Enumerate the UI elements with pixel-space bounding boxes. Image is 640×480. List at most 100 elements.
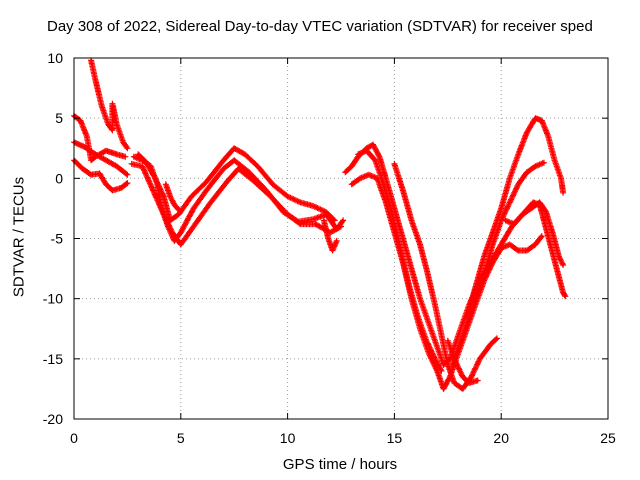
data-point bbox=[557, 255, 561, 258]
data-point bbox=[517, 183, 520, 186]
data-point bbox=[532, 201, 535, 204]
y-tick-label: 10 bbox=[47, 50, 63, 66]
data-point bbox=[489, 343, 492, 346]
data-point bbox=[470, 375, 473, 379]
x-tick-label: 25 bbox=[600, 430, 616, 446]
data-point bbox=[561, 191, 565, 194]
data-point bbox=[119, 186, 123, 190]
data-point bbox=[168, 195, 172, 198]
data-point bbox=[222, 159, 225, 162]
data-point bbox=[440, 369, 443, 373]
data-point bbox=[247, 171, 251, 174]
data-point bbox=[433, 303, 437, 306]
series-s16 bbox=[464, 115, 567, 320]
data-point bbox=[446, 363, 449, 367]
data-point bbox=[85, 135, 89, 138]
data-point bbox=[171, 231, 174, 234]
y-tick-label: -15 bbox=[43, 351, 63, 367]
y-axis-label: SDTVAR / TECUs bbox=[10, 176, 28, 298]
data-point bbox=[553, 159, 556, 162]
data-point bbox=[393, 162, 396, 166]
data-point bbox=[457, 333, 460, 336]
data-point bbox=[271, 183, 274, 186]
data-point bbox=[286, 195, 289, 198]
data-point bbox=[233, 159, 236, 162]
data-point bbox=[237, 167, 240, 170]
data-point bbox=[410, 219, 413, 222]
data-point bbox=[356, 153, 360, 156]
data-point bbox=[136, 153, 140, 156]
x-tick-label: 15 bbox=[387, 430, 403, 446]
data-point bbox=[299, 201, 302, 204]
data-point bbox=[179, 243, 182, 246]
data-point bbox=[478, 357, 482, 361]
data-point bbox=[98, 172, 101, 175]
data-point bbox=[130, 162, 133, 166]
data-point bbox=[425, 339, 428, 342]
data-point bbox=[540, 119, 543, 122]
data-point bbox=[314, 222, 317, 226]
data-point bbox=[341, 219, 345, 222]
data-point bbox=[446, 339, 449, 342]
x-tick-label: 0 bbox=[70, 430, 78, 446]
data-point bbox=[106, 122, 110, 126]
data-point bbox=[512, 222, 516, 226]
y-tick-label: 5 bbox=[55, 110, 63, 126]
data-point bbox=[384, 177, 388, 180]
data-point bbox=[371, 143, 375, 146]
data-point bbox=[500, 219, 503, 222]
data-point bbox=[190, 195, 193, 198]
data-point bbox=[495, 337, 499, 340]
data-point bbox=[373, 159, 377, 162]
data-point bbox=[104, 159, 108, 162]
data-point bbox=[312, 204, 315, 208]
data-point bbox=[508, 201, 511, 204]
data-point bbox=[365, 149, 368, 152]
data-point bbox=[145, 161, 148, 164]
data-point bbox=[324, 210, 328, 214]
data-point bbox=[350, 165, 353, 168]
x-tick-label: 20 bbox=[493, 430, 509, 446]
data-point bbox=[331, 249, 334, 252]
data-point bbox=[401, 237, 405, 240]
data-point bbox=[126, 147, 129, 150]
data-point bbox=[115, 153, 118, 156]
data-point bbox=[508, 243, 511, 246]
data-point bbox=[391, 213, 394, 216]
data-point bbox=[79, 119, 82, 122]
y-tick-label: -5 bbox=[51, 231, 64, 247]
data-point bbox=[491, 261, 494, 264]
series-s13 bbox=[391, 160, 500, 392]
data-point bbox=[209, 201, 212, 204]
data-point bbox=[269, 195, 272, 198]
data-point bbox=[115, 122, 118, 126]
chart-title: Day 308 of 2022, Sidereal Day-to-day VTE… bbox=[47, 18, 593, 35]
data-point bbox=[465, 315, 469, 318]
x-tick-label: 10 bbox=[280, 430, 296, 446]
x-tick-label: 5 bbox=[177, 430, 185, 446]
data-point bbox=[192, 207, 195, 210]
data-point bbox=[168, 219, 172, 222]
data-point bbox=[164, 183, 168, 186]
data-point bbox=[555, 267, 558, 270]
data-point bbox=[89, 159, 93, 162]
data-point bbox=[126, 173, 129, 176]
data-point bbox=[544, 210, 548, 214]
data-point bbox=[399, 249, 403, 252]
data-point bbox=[401, 189, 405, 192]
y-tick-label: 0 bbox=[55, 170, 63, 186]
data-point bbox=[226, 179, 229, 182]
data-point bbox=[256, 165, 259, 168]
data-point bbox=[393, 207, 396, 210]
data-point bbox=[440, 333, 443, 336]
data-point bbox=[564, 295, 567, 298]
data-point bbox=[534, 165, 537, 168]
data-point bbox=[100, 104, 103, 108]
data-point bbox=[551, 231, 554, 234]
data-point bbox=[491, 231, 494, 234]
data-point bbox=[326, 237, 330, 240]
data-point bbox=[517, 153, 520, 156]
series-s6 bbox=[128, 160, 344, 248]
data-point bbox=[521, 213, 524, 216]
